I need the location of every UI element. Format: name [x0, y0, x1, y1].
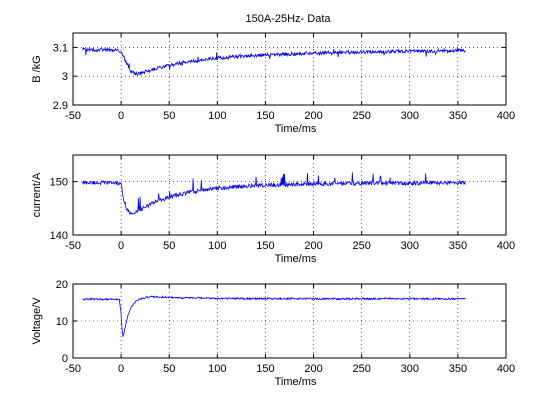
y-tick-label: 3 [62, 71, 68, 83]
plot-area-current [72, 154, 507, 236]
y-tick-label: 0 [62, 353, 68, 365]
x-tick-label: 300 [401, 363, 419, 375]
x-tick-label: 400 [497, 363, 515, 375]
y-axis-label: B /kG [31, 55, 43, 83]
x-tick-label: 150 [256, 110, 274, 122]
figure-title: 150A-25Hz- Data [246, 13, 332, 25]
axes-b-field: -50 0 50 100 150 200 250 300 350 400 2.9 3 3.1 Time/m… [31, 32, 515, 135]
x-tick-label: 350 [449, 110, 467, 122]
y-tick-label: 20 [56, 279, 68, 291]
x-tick-label: -50 [65, 363, 81, 375]
axes-current: -50 0 50 100 150 200 250 300 350 400140150Time/ms… [31, 154, 515, 265]
y-tick-label: 3.1 [53, 42, 68, 54]
x-tick-label: 350 [449, 240, 467, 252]
x-tick-label: -50 [65, 240, 81, 252]
x-tick-label: 100 [208, 110, 226, 122]
x-tick-label: 300 [401, 110, 419, 122]
x-tick-label: 400 [497, 240, 515, 252]
series-line-b-field [82, 46, 466, 77]
x-tick-label: 250 [352, 363, 370, 375]
y-tick-label: 150 [50, 177, 68, 189]
series-line-voltage [82, 295, 466, 337]
x-tick-label: 50 [163, 240, 175, 252]
x-tick-label: 100 [208, 363, 226, 375]
axes-root: -50 0 50 100 150 200 250 300 350 4002.933.1Time/m… [31, 32, 515, 388]
x-tick-label: 200 [304, 240, 322, 252]
x-axis-label: Time/ms [275, 123, 317, 135]
x-tick-label: 350 [449, 363, 467, 375]
x-tick-label: 0 [118, 363, 124, 375]
x-axis-label: Time/ms [275, 376, 317, 388]
x-tick-label: 400 [497, 110, 515, 122]
x-tick-label: 100 [208, 240, 226, 252]
x-tick-label: -50 [65, 110, 81, 122]
x-tick-label: 250 [352, 240, 370, 252]
y-tick-label: 10 [56, 316, 68, 328]
series-line-current [82, 172, 466, 215]
x-tick-label: 0 [118, 240, 124, 252]
x-axis-label: Time/ms [275, 253, 317, 265]
x-tick-label: 0 [118, 110, 124, 122]
x-tick-label: 50 [163, 363, 175, 375]
x-tick-label: 200 [304, 363, 322, 375]
x-tick-label: 150 [256, 363, 274, 375]
y-axis-label: current/A [31, 172, 43, 217]
x-tick-label: 50 [163, 110, 175, 122]
plot-area-b-field [72, 32, 507, 106]
x-tick-label: 200 [304, 110, 322, 122]
y-tick-label: 2.9 [53, 100, 68, 112]
x-tick-label: 300 [401, 240, 419, 252]
axes-voltage: -50 0 50 100 150 200 250 300 350 40001020Time/msV… [31, 279, 515, 388]
y-axis-label: Voltage/V [31, 297, 43, 345]
x-tick-label: 150 [256, 240, 274, 252]
x-tick-label: 250 [352, 110, 370, 122]
y-tick-label: 140 [50, 230, 68, 242]
